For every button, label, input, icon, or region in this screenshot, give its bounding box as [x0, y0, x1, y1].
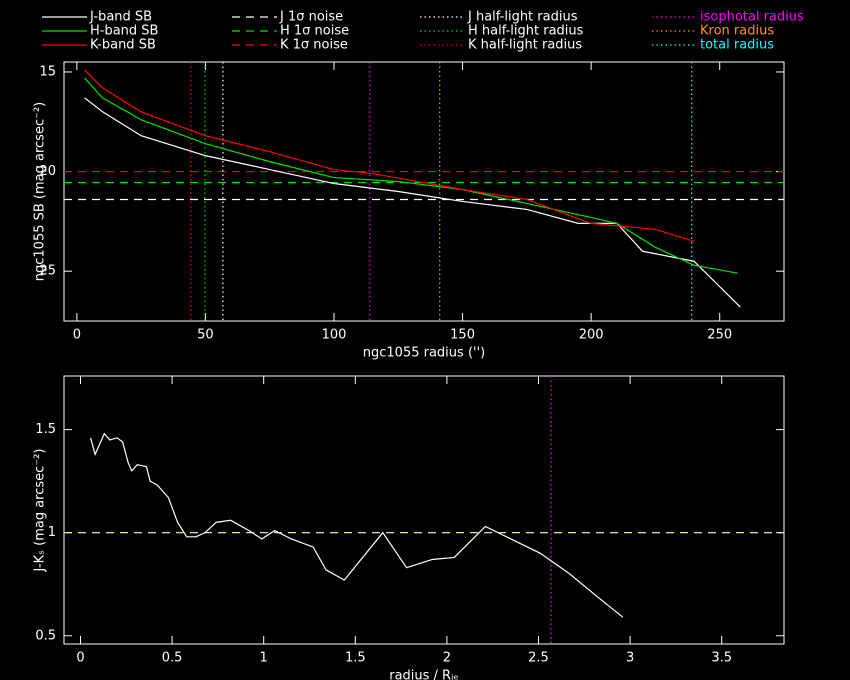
x-tick-label: 0.5	[162, 651, 183, 666]
legend-label: H half-light radius	[468, 24, 584, 39]
legend-label: J-band SB	[89, 10, 152, 25]
legend-label: isophotal radius	[700, 10, 804, 25]
x-tick-label: 1	[260, 651, 268, 666]
y-tick-label: 25	[39, 264, 56, 279]
y-tick-label: 20	[39, 164, 56, 179]
x-tick-label: 0	[73, 328, 81, 343]
legend-label: total radius	[700, 38, 774, 53]
legend-label: H 1σ noise	[280, 24, 349, 39]
legend-label: K-band SB	[90, 38, 156, 53]
data-line	[84, 97, 741, 308]
x-tick-label: 0	[76, 651, 84, 666]
legend-label: J half-light radius	[467, 10, 578, 25]
data-line	[89, 432, 624, 618]
plot-area	[64, 376, 784, 644]
x-tick-label: 1.5	[345, 651, 366, 666]
y-axis-label: ngc1055 SB (mag arcsec⁻²)	[33, 102, 48, 281]
legend-label: K 1σ noise	[280, 38, 348, 53]
x-tick-label: 2.5	[528, 651, 549, 666]
plot-area	[64, 62, 784, 321]
y-axis-label: J-Kₛ (mag arcsec⁻²)	[33, 449, 48, 573]
data-line	[84, 69, 695, 242]
data-line	[84, 77, 738, 274]
y-tick-label: 15	[39, 64, 56, 79]
y-tick-label: 1.5	[35, 422, 56, 437]
legend-label: K half-light radius	[468, 38, 582, 53]
y-tick-label: 0.5	[35, 628, 56, 643]
x-tick-label: 50	[197, 328, 214, 343]
x-tick-label: 3.5	[711, 651, 732, 666]
legend-label: H-band SB	[90, 24, 158, 39]
plot-frame	[63, 375, 785, 645]
x-tick-label: 150	[450, 328, 475, 343]
x-tick-label: 2	[443, 651, 451, 666]
x-tick-label: 100	[322, 328, 347, 343]
plot-frame	[63, 61, 785, 322]
legend-label: Kron radius	[700, 24, 774, 39]
x-tick-label: 3	[626, 651, 634, 666]
x-tick-label: 200	[579, 328, 604, 343]
x-axis-label: ngc1055 radius ('')	[363, 346, 485, 361]
x-axis-label: radius / Rⱼₑ	[389, 669, 459, 680]
legend-label: J 1σ noise	[279, 10, 343, 25]
x-tick-label: 250	[707, 328, 732, 343]
y-tick-label: 1	[48, 525, 56, 540]
